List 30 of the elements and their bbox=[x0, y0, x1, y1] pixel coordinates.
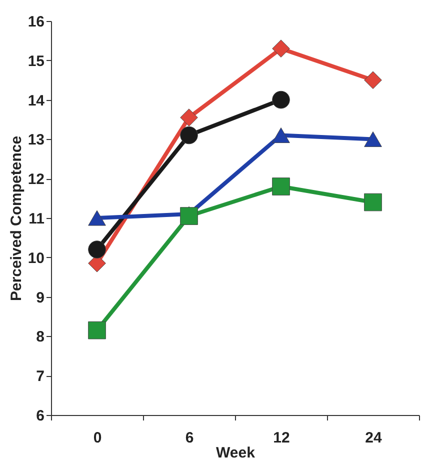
point bbox=[88, 321, 106, 340]
point bbox=[272, 90, 290, 109]
point bbox=[272, 40, 290, 58]
x-tick-label: 12 bbox=[273, 430, 290, 446]
point bbox=[272, 128, 290, 144]
x-tick-label: 6 bbox=[185, 430, 194, 446]
y-tick-label: 14 bbox=[28, 92, 46, 110]
point bbox=[272, 178, 290, 196]
y-tick-label: 7 bbox=[36, 368, 44, 386]
x-tick-label: 0 bbox=[93, 430, 102, 446]
point bbox=[180, 207, 198, 225]
y-tick-label: 15 bbox=[28, 52, 44, 70]
point bbox=[88, 240, 106, 258]
x-axis-title: Week bbox=[216, 444, 256, 462]
y-tick-label: 8 bbox=[36, 328, 44, 346]
y-axis-title: Perceived Competence bbox=[8, 136, 25, 302]
point bbox=[180, 126, 198, 144]
y-tick-label: 16 bbox=[28, 14, 44, 30]
x-tick-label: 24 bbox=[365, 430, 382, 446]
y-tick-label: 13 bbox=[28, 132, 44, 149]
point bbox=[364, 193, 382, 212]
y-tick-label: 6 bbox=[36, 408, 44, 424]
y-tick-label: 9 bbox=[36, 289, 44, 306]
point bbox=[364, 131, 382, 147]
point bbox=[180, 108, 198, 126]
y-tick-label: 11 bbox=[28, 210, 44, 228]
point bbox=[364, 71, 382, 90]
y-tick-label: 10 bbox=[28, 250, 44, 267]
y-tick-label: 12 bbox=[28, 171, 44, 188]
point bbox=[88, 210, 106, 226]
